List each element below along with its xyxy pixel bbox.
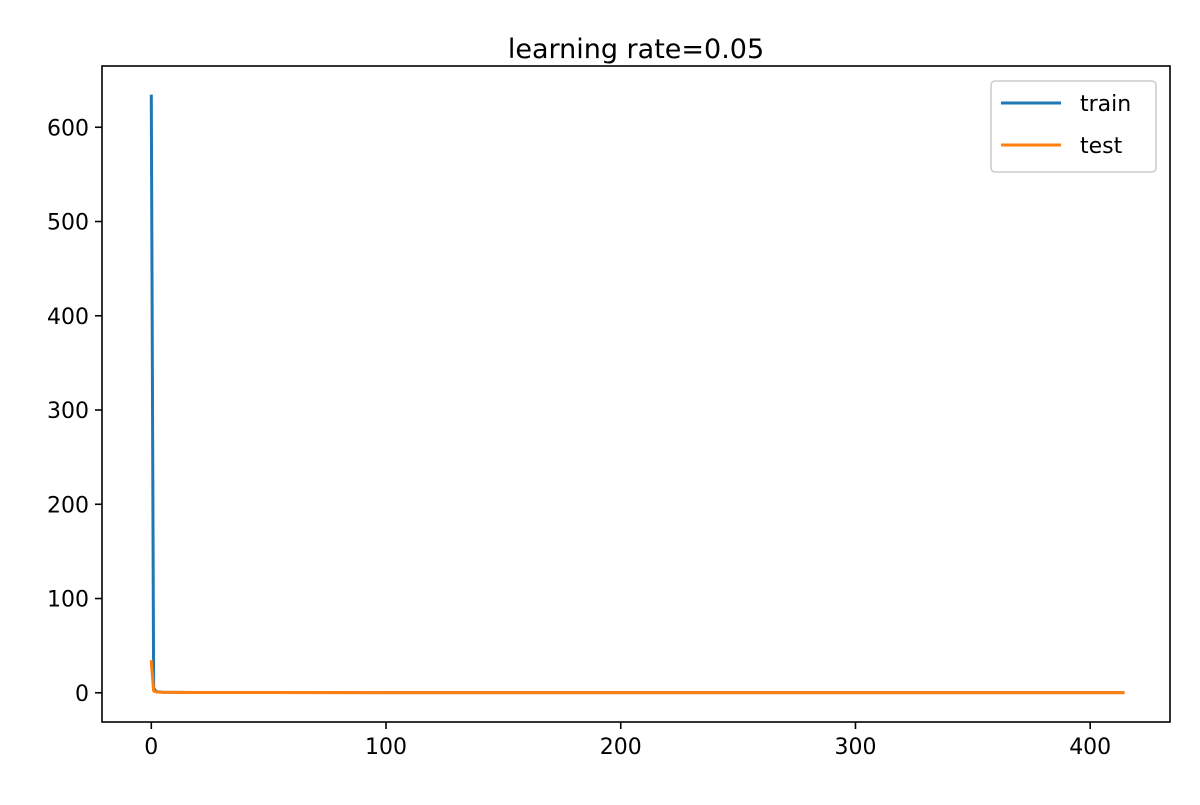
x-tick-label: 200 [600,735,642,760]
x-tick-label: 400 [1069,735,1111,760]
y-tick-label: 400 [47,305,89,330]
series-line-train [149,94,1125,695]
series-layer [149,94,1125,695]
plot-frame [101,65,1171,723]
x-tick-label: 0 [144,735,158,760]
legend: train test [990,80,1157,173]
legend-label-train: train [1080,92,1131,117]
series-line-test [149,660,1125,695]
y-tick-label: 0 [75,682,89,707]
x-tick-label: 100 [365,735,407,760]
y-tick-label: 600 [47,116,89,141]
axes: 0 100 200 300 400 0 100 200 300 400 500 600 [47,116,1111,760]
y-tick-label: 100 [47,588,89,613]
y-tick-label: 200 [47,493,89,518]
y-tick-label: 500 [47,211,89,236]
chart-title: learning rate=0.05 [508,34,764,65]
y-tick-label: 300 [47,399,89,424]
x-tick-label: 300 [834,735,876,760]
legend-box [990,80,1157,173]
legend-label-test: test [1080,134,1123,159]
